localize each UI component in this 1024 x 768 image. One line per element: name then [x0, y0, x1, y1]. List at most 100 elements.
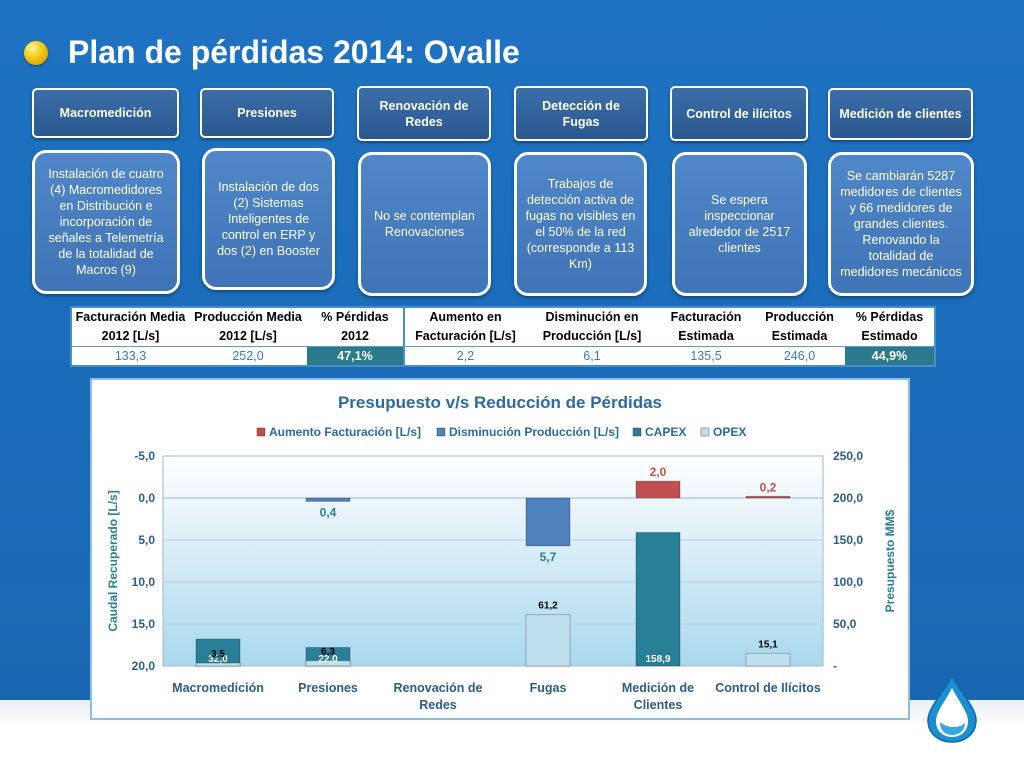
chart-title: Presupuesto v/s Reducción de Pérdidas [338, 393, 662, 412]
bar-opex [525, 614, 571, 667]
table-header: Estimada [678, 329, 734, 343]
category-desc-ilicitos: Se espera inspeccionar alrededor de 2517… [672, 152, 807, 296]
bar-aumento [745, 495, 791, 499]
legend-label: CAPEX [645, 425, 686, 439]
bar-capex [195, 638, 241, 667]
budget-chart: Presupuesto v/s Reducción de Pérdidas Au… [90, 378, 910, 720]
table-cell-highlight: 44,9% [845, 346, 934, 365]
table-cell: 6,1 [526, 346, 658, 365]
category-head-fugas: Detección de Fugas [514, 86, 648, 141]
y-axis-title: Caudal Recuperado [L/s] [106, 490, 120, 631]
summary-table: Facturación Media Producción Media % Pér… [72, 308, 934, 365]
x-tick-label: Macromedición [172, 681, 264, 695]
table-header-row-2: 2012 [L/s] 2012 [L/s] 2012 Facturación [… [72, 327, 934, 347]
y2-axis-title: Presupuesto MM$ [883, 509, 897, 612]
y2-tick-label: 250,0 [833, 449, 863, 463]
legend-swatch [700, 427, 710, 437]
table-header-row-1: Facturación Media Producción Media % Pér… [72, 308, 934, 327]
chart-legend: Aumento Facturación [L/s] Disminución Pro… [256, 425, 746, 439]
y2-tick-label: - [833, 659, 837, 673]
y-tick-label: -5,0 [134, 449, 155, 463]
category-head-medicion-clientes: Medición de clientes [828, 88, 973, 140]
y2-tick-label: 100,0 [833, 575, 863, 589]
legend-label: OPEX [713, 425, 746, 439]
x-tick-label: Clientes [634, 698, 683, 712]
chart-bars [195, 480, 791, 667]
table-cell: 2,2 [403, 346, 526, 365]
category-desc-macromedicion: Instalación de cuatro (4) Macromedidores… [32, 150, 180, 294]
category-head-macromedicion: Macromedición [32, 88, 179, 138]
data-label: 6,3 [321, 647, 335, 658]
table-header: % Pérdidas [321, 310, 389, 324]
y2-tick-label: 50,0 [833, 617, 857, 631]
bar-opex [305, 660, 351, 667]
table-cell: 252,0 [189, 346, 307, 365]
bar-opex [195, 662, 241, 667]
data-label: 5,7 [540, 550, 557, 564]
y-tick-label: 15,0 [132, 617, 156, 631]
chart-gridlines [163, 497, 823, 625]
y2-tick-label: 200,0 [833, 491, 863, 505]
title-bullet-icon [24, 41, 48, 65]
data-label: 15,1 [758, 639, 778, 650]
table-header: Disminución en [545, 310, 639, 324]
water-drop-logo-icon [927, 674, 977, 743]
table-cell: 135,5 [658, 346, 754, 365]
legend-swatch [256, 427, 266, 437]
table-header: % Pérdidas [855, 310, 924, 324]
y-tick-label: 0,0 [138, 491, 155, 505]
category-head-presiones: Presiones [200, 88, 334, 138]
table-header: Producción [765, 310, 834, 324]
table-header: Estimada [771, 329, 828, 343]
data-label: 32,0 [208, 654, 228, 665]
chart-svg: Presupuesto v/s Reducción de Pérdidas Au… [106, 393, 897, 712]
chart-axes: -5,0 0,0 5,0 10,0 15,0 20,0 250,0 200,0 150,0 100… [132, 449, 864, 712]
data-label: 3,5 [211, 649, 225, 660]
table-header: 2012 [L/s] [101, 329, 160, 343]
x-tick-label: Fugas [530, 681, 567, 695]
table-cell: 133,3 [72, 346, 189, 365]
bar-disminución [525, 497, 571, 547]
y-tick-label: 20,0 [132, 659, 156, 673]
bar-disminución [305, 497, 351, 502]
category-desc-medicion-clientes: Se cambiarán 5287 medidores de clientes … [828, 152, 974, 296]
table-header: Facturación [670, 310, 742, 324]
x-tick-label: Medición de [622, 681, 694, 695]
category-desc-renovacion: No se contemplan Renovaciones [358, 152, 491, 296]
chart-data-labels: 2,0 0,2 0,4 5,7 32,0 22,0 158,9 3,5 6,3 61,2 15,1 [208, 465, 778, 665]
table-header: Producción Media [194, 310, 302, 324]
page-title: Plan de pérdidas 2014: Ovalle [68, 34, 520, 70]
data-label: 2,0 [650, 465, 667, 479]
data-label: 158,9 [645, 654, 670, 665]
x-tick-label: Presiones [298, 681, 358, 695]
legend-swatch [632, 427, 642, 437]
table-header: Producción [L/s] [542, 329, 642, 343]
x-tick-label: Control de Ilícitos [715, 681, 821, 695]
bar-capex [635, 532, 681, 667]
category-head-ilicitos: Control de ilícitos [670, 86, 808, 141]
category-head-renovacion: Renovación de Redes [357, 86, 491, 141]
table-cell-highlight: 47,1% [307, 346, 404, 365]
table-row: 133,3 252,0 47,1% 2,2 6,1 135,5 246,0 44… [72, 346, 934, 365]
x-tick-label: Renovación de [394, 681, 483, 695]
data-label: 0,4 [320, 505, 337, 519]
category-desc-presiones: Instalación de dos (2) Sistemas Intelige… [202, 148, 335, 290]
table-cell: 246,0 [754, 346, 845, 365]
table-header: 2012 [341, 329, 369, 343]
y2-tick-label: 150,0 [833, 533, 863, 547]
y-tick-label: 5,0 [138, 533, 155, 547]
plot-area [162, 455, 824, 667]
x-tick-label: Redes [419, 698, 457, 712]
data-label: 61,2 [538, 601, 558, 612]
table-header: Estimado [861, 329, 918, 343]
y-tick-label: 10,0 [132, 575, 156, 589]
table-header: Facturación Media [75, 310, 186, 324]
bar-opex [745, 652, 791, 667]
legend-label: Aumento Facturación [L/s] [269, 425, 421, 439]
bar-aumento [635, 480, 681, 499]
data-label: 22,0 [318, 654, 338, 665]
category-desc-fugas: Trabajos de detección activa de fugas no… [514, 152, 647, 296]
table-header: Facturación [L/s] [403, 327, 526, 347]
legend-label: Disminución Producción [L/s] [449, 425, 619, 439]
table-header: Aumento en [403, 308, 526, 327]
